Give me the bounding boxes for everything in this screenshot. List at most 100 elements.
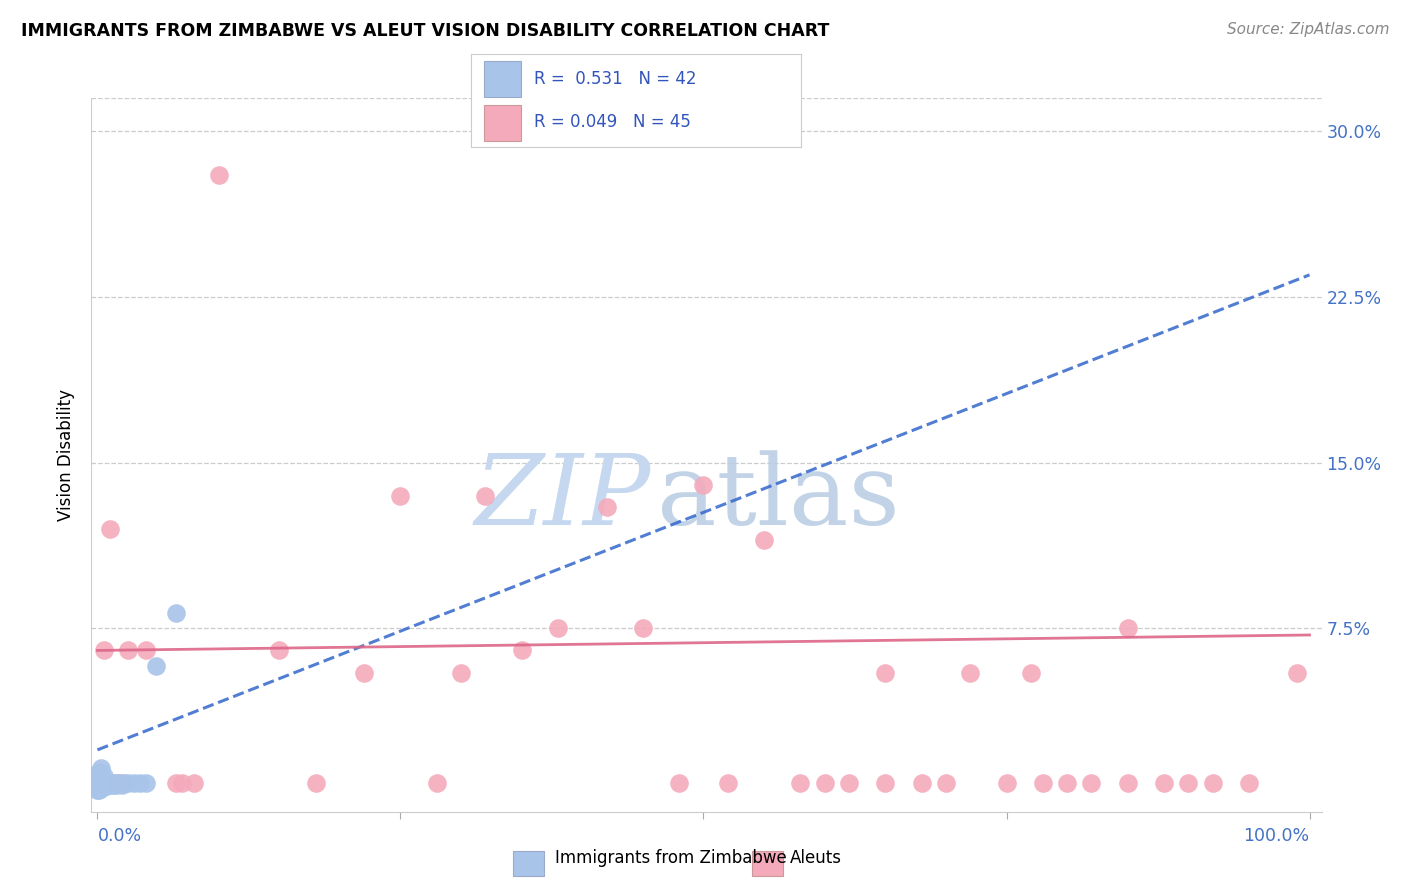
- Point: [90, 780, 112, 795]
- Point: [353, 665, 375, 680]
- Point: [112, 776, 135, 790]
- Point: [510, 643, 533, 657]
- Point: [595, 500, 617, 514]
- Point: [89, 772, 111, 786]
- Point: [93, 769, 115, 783]
- Point: [789, 776, 811, 790]
- Point: [86, 782, 108, 797]
- Point: [959, 665, 981, 680]
- Point: [1056, 776, 1078, 790]
- Point: [86, 772, 108, 786]
- Point: [117, 643, 139, 657]
- Bar: [484, 61, 520, 96]
- Text: IMMIGRANTS FROM ZIMBABWE VS ALEUT VISION DISABILITY CORRELATION CHART: IMMIGRANTS FROM ZIMBABWE VS ALEUT VISION…: [21, 22, 830, 40]
- Point: [1201, 776, 1223, 790]
- Text: Immigrants from Zimbabwe: Immigrants from Zimbabwe: [555, 849, 787, 867]
- Point: [90, 760, 112, 774]
- Point: [89, 780, 111, 795]
- Point: [89, 778, 111, 792]
- Point: [1153, 776, 1175, 790]
- Point: [752, 533, 775, 547]
- Point: [86, 780, 108, 795]
- Text: R =  0.531   N = 42: R = 0.531 N = 42: [534, 70, 696, 87]
- Text: 100.0%: 100.0%: [1243, 828, 1309, 846]
- Point: [87, 773, 110, 788]
- Text: R = 0.049   N = 45: R = 0.049 N = 45: [534, 113, 690, 131]
- Point: [135, 643, 157, 657]
- Point: [96, 776, 118, 790]
- Point: [94, 776, 117, 790]
- Point: [98, 522, 121, 536]
- Y-axis label: Vision Disability: Vision Disability: [58, 389, 76, 521]
- Point: [87, 778, 110, 792]
- Point: [93, 643, 115, 657]
- Point: [1286, 665, 1309, 680]
- Point: [87, 782, 110, 797]
- Text: atlas: atlas: [657, 450, 900, 546]
- Point: [838, 776, 860, 790]
- Point: [111, 778, 134, 792]
- Bar: [484, 105, 520, 141]
- Point: [426, 776, 449, 790]
- Point: [91, 773, 114, 788]
- Point: [208, 169, 231, 183]
- Point: [117, 776, 139, 790]
- Point: [183, 776, 205, 790]
- Text: Source: ZipAtlas.com: Source: ZipAtlas.com: [1226, 22, 1389, 37]
- Point: [995, 776, 1018, 790]
- Text: 0.0%: 0.0%: [97, 828, 142, 846]
- Point: [111, 776, 134, 790]
- Point: [1177, 776, 1199, 790]
- Point: [145, 659, 167, 673]
- Point: [91, 778, 114, 792]
- Point: [97, 778, 120, 792]
- Point: [668, 776, 690, 790]
- Point: [128, 776, 150, 790]
- Point: [100, 776, 122, 790]
- Point: [101, 776, 124, 790]
- Point: [1032, 776, 1054, 790]
- Point: [547, 621, 569, 635]
- Point: [304, 776, 326, 790]
- Point: [875, 776, 897, 790]
- Point: [90, 776, 112, 790]
- Point: [692, 477, 714, 491]
- Point: [717, 776, 740, 790]
- Point: [1116, 776, 1139, 790]
- Point: [814, 776, 837, 790]
- Text: ZIP: ZIP: [475, 450, 651, 545]
- Point: [1019, 665, 1042, 680]
- Point: [389, 489, 412, 503]
- Point: [103, 778, 125, 792]
- Point: [135, 776, 157, 790]
- Point: [93, 773, 115, 788]
- Point: [90, 772, 112, 786]
- Point: [1237, 776, 1260, 790]
- Point: [86, 776, 108, 790]
- Point: [935, 776, 957, 790]
- Point: [89, 764, 111, 779]
- Point: [1116, 621, 1139, 635]
- Point: [631, 621, 654, 635]
- Point: [108, 776, 131, 790]
- Point: [122, 776, 145, 790]
- Point: [98, 778, 121, 792]
- Point: [93, 778, 115, 792]
- Point: [165, 776, 187, 790]
- Text: Aleuts: Aleuts: [790, 849, 842, 867]
- Point: [875, 665, 897, 680]
- Point: [165, 606, 187, 620]
- Point: [104, 778, 127, 792]
- Point: [450, 665, 472, 680]
- Point: [172, 776, 194, 790]
- Point: [93, 780, 115, 795]
- Point: [1080, 776, 1102, 790]
- Point: [87, 769, 110, 783]
- Point: [911, 776, 934, 790]
- Point: [93, 776, 115, 790]
- Point: [86, 767, 108, 781]
- Point: [269, 643, 291, 657]
- Point: [474, 489, 496, 503]
- Point: [105, 776, 128, 790]
- Point: [104, 776, 127, 790]
